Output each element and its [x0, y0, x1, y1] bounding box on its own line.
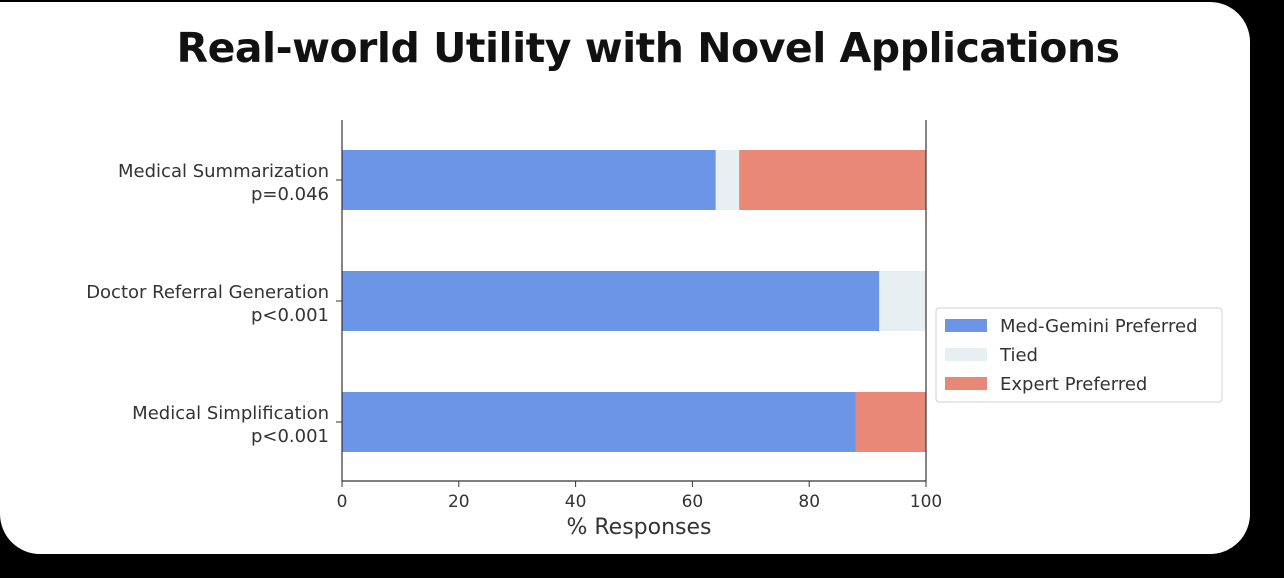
- x-tick-label-60: 60: [682, 492, 704, 512]
- x-tick-label-20: 20: [448, 492, 470, 512]
- bar-3-category-1: [739, 150, 926, 210]
- legend-label-1: Med-Gemini Preferred: [1000, 316, 1198, 337]
- p-value-label-2: p<0.001: [251, 305, 329, 326]
- legend: Med-Gemini Preferred Tied Expert Preferred: [935, 307, 1223, 403]
- legend-swatch-1: [945, 319, 987, 332]
- legend-swatch-3: [945, 377, 987, 390]
- bar-2-category-1: [715, 150, 740, 210]
- legend-label-3: Expert Preferred: [1000, 374, 1147, 395]
- bar-1-category-2: [342, 271, 880, 331]
- legend-label-2: Tied: [999, 345, 1038, 366]
- x-axis-label: % Responses: [566, 515, 711, 540]
- bar-3-category-3: [855, 392, 926, 452]
- stacked-bar-chart: 0 20 40 60 80 100 % Responses Medical Summariza…: [86, 120, 1223, 540]
- y-tick-label-2: Doctor Referral Generation: [86, 282, 329, 303]
- x-tick-label-0: 0: [337, 492, 348, 512]
- legend-box: [935, 307, 1223, 403]
- bars-group: [342, 150, 926, 452]
- y-tick-label-1: Medical Summarization: [118, 161, 329, 182]
- bar-1-category-1: [342, 150, 716, 210]
- y-tick-label-3: Medical Simplification: [132, 403, 329, 424]
- legend-swatch-2: [945, 348, 987, 361]
- x-tick-label-80: 80: [798, 492, 820, 512]
- chart-card: Real-world Utility with Novel Applicatio…: [0, 2, 1250, 554]
- x-tick-label-40: 40: [565, 492, 587, 512]
- p-value-label-3: p<0.001: [251, 426, 329, 447]
- bar-1-category-3: [342, 392, 856, 452]
- p-value-label-1: p=0.046: [251, 184, 329, 205]
- x-tick-label-100: 100: [910, 492, 942, 512]
- chart-title: Real-world Utility with Novel Applicatio…: [176, 24, 1120, 72]
- axes-group: 0 20 40 60 80 100 % Responses Medical Summariza…: [86, 120, 942, 540]
- bar-2-category-2: [879, 271, 926, 331]
